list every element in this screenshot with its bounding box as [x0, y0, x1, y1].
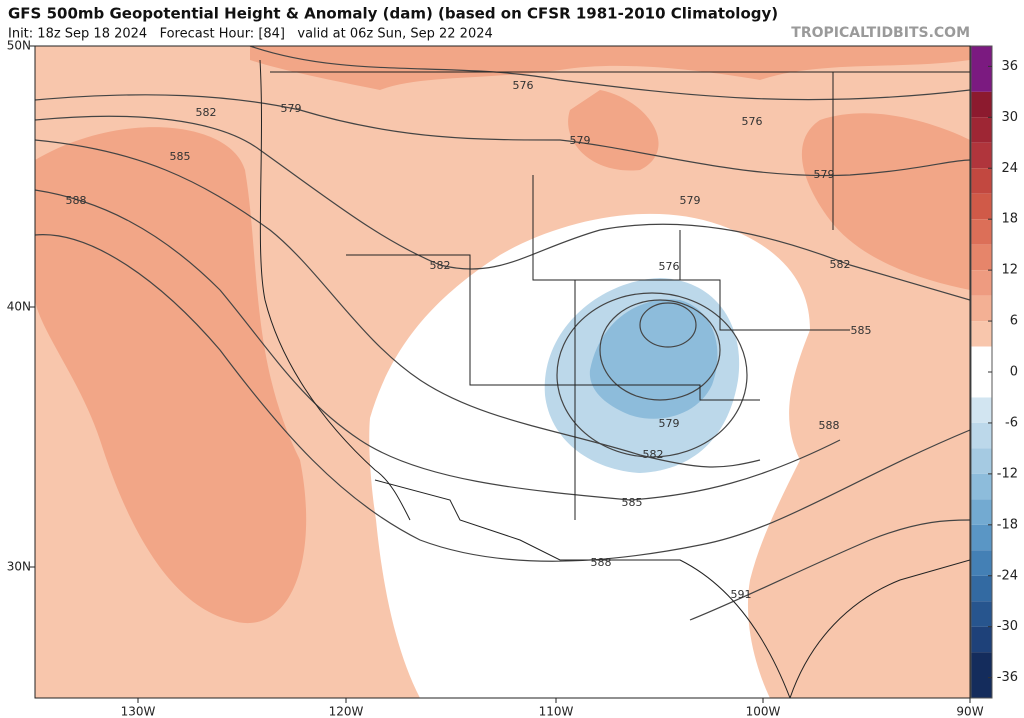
colorbar-tick-label: 18 — [1001, 212, 1018, 227]
contour-label: 576 — [659, 260, 680, 273]
contour-label: 591 — [731, 588, 752, 601]
colorbar-tick-label: 0 — [1010, 365, 1018, 380]
colorbar-band — [971, 219, 992, 245]
axis-labels: 50N 40N 30N 130W 120W 110W 100W 90W — [7, 39, 984, 718]
height-contours — [35, 46, 970, 621]
contour-label: 588 — [591, 556, 612, 569]
longitude-label: 90W — [956, 705, 983, 718]
colorbar-tick-label: 30 — [1001, 110, 1018, 125]
anomaly-region — [250, 46, 970, 90]
longitude-label: 120W — [329, 705, 364, 718]
latitude-label: 40N — [7, 300, 31, 314]
colorbar-band — [971, 46, 992, 92]
contour-label: 579 — [659, 417, 680, 430]
colorbar-band — [971, 91, 992, 118]
latitude-label: 50N — [7, 39, 31, 53]
contour-label: 576 — [742, 115, 763, 128]
colorbar-band — [971, 321, 992, 347]
colorbar-band — [971, 524, 992, 551]
colorbar-band — [971, 473, 992, 500]
colorbar-tick-label: 36 — [1001, 59, 1018, 74]
latitude-label: 30N — [7, 560, 31, 574]
colorbar-band — [971, 295, 992, 322]
colorbar-tick-label: -30 — [997, 619, 1018, 634]
colorbar-band — [971, 346, 992, 398]
colorbar-tick-label: -6 — [1005, 415, 1018, 430]
contour-label: 582 — [830, 258, 851, 271]
colorbar-tick-label: -36 — [997, 670, 1018, 685]
colorbar-band — [971, 626, 992, 653]
contour-label: 579 — [680, 194, 701, 207]
map-frame — [34, 45, 971, 699]
anomaly-region — [568, 90, 970, 290]
contour-label: 588 — [66, 194, 87, 207]
subtitle: Init: 18z Sep 18 2024 Forecast Hour: [84… — [8, 27, 493, 42]
colorbar-tick-label: -12 — [997, 466, 1018, 481]
colorbar-tick-label: 24 — [1001, 161, 1018, 176]
contour-label: 582 — [643, 448, 664, 461]
colorbar-band — [971, 652, 992, 698]
contour-label: 579 — [570, 134, 591, 147]
borders — [259, 59, 970, 698]
colorbar-band — [971, 397, 992, 423]
map: 576 576 576 579 579 579 579 579 582 582 582 582 585 5… — [35, 46, 970, 698]
colorbar-tick-label: -24 — [997, 568, 1018, 583]
colorbar-tick-label: 6 — [1010, 314, 1018, 329]
colorbar-band — [971, 168, 992, 194]
colorbar-band — [971, 550, 992, 576]
title: GFS 500mb Geopotential Height & Anomaly … — [8, 5, 778, 23]
longitude-label: 130W — [121, 705, 156, 718]
watermark: TROPICALTIDBITS.COM — [791, 25, 970, 41]
contour-label: 582 — [196, 106, 217, 119]
colorbar-band — [971, 193, 992, 220]
colorbar-band — [971, 422, 992, 449]
longitude-label: 100W — [746, 705, 781, 718]
colorbar-band — [971, 499, 992, 525]
longitude-label: 110W — [539, 705, 574, 718]
colorbar-band — [971, 117, 992, 143]
colorbar-tick-label: -18 — [997, 517, 1018, 532]
colorbar-band — [971, 448, 992, 474]
colorbar: 36 30 24 18 12 6 0 -6 -12 -18 -24 -30 -36 — [970, 45, 1018, 699]
contour-label: 585 — [170, 150, 191, 163]
contour-label: 579 — [281, 102, 302, 115]
contour-label: 585 — [622, 496, 643, 509]
contour-label: 582 — [430, 259, 451, 272]
colorbar-band — [971, 270, 992, 296]
contour-label: 585 — [851, 324, 872, 337]
colorbar-band — [971, 575, 992, 602]
contour-label: 588 — [819, 419, 840, 432]
colorbar-band — [971, 244, 992, 271]
colorbar-tick-label: 12 — [1001, 263, 1018, 278]
colorbar-band — [971, 142, 992, 169]
contour-labels: 576 576 576 579 579 579 579 579 582 582 582 582 585 5… — [66, 79, 872, 601]
colorbar-band — [971, 601, 992, 627]
contour-label: 576 — [513, 79, 534, 92]
contour-label: 579 — [814, 168, 835, 181]
